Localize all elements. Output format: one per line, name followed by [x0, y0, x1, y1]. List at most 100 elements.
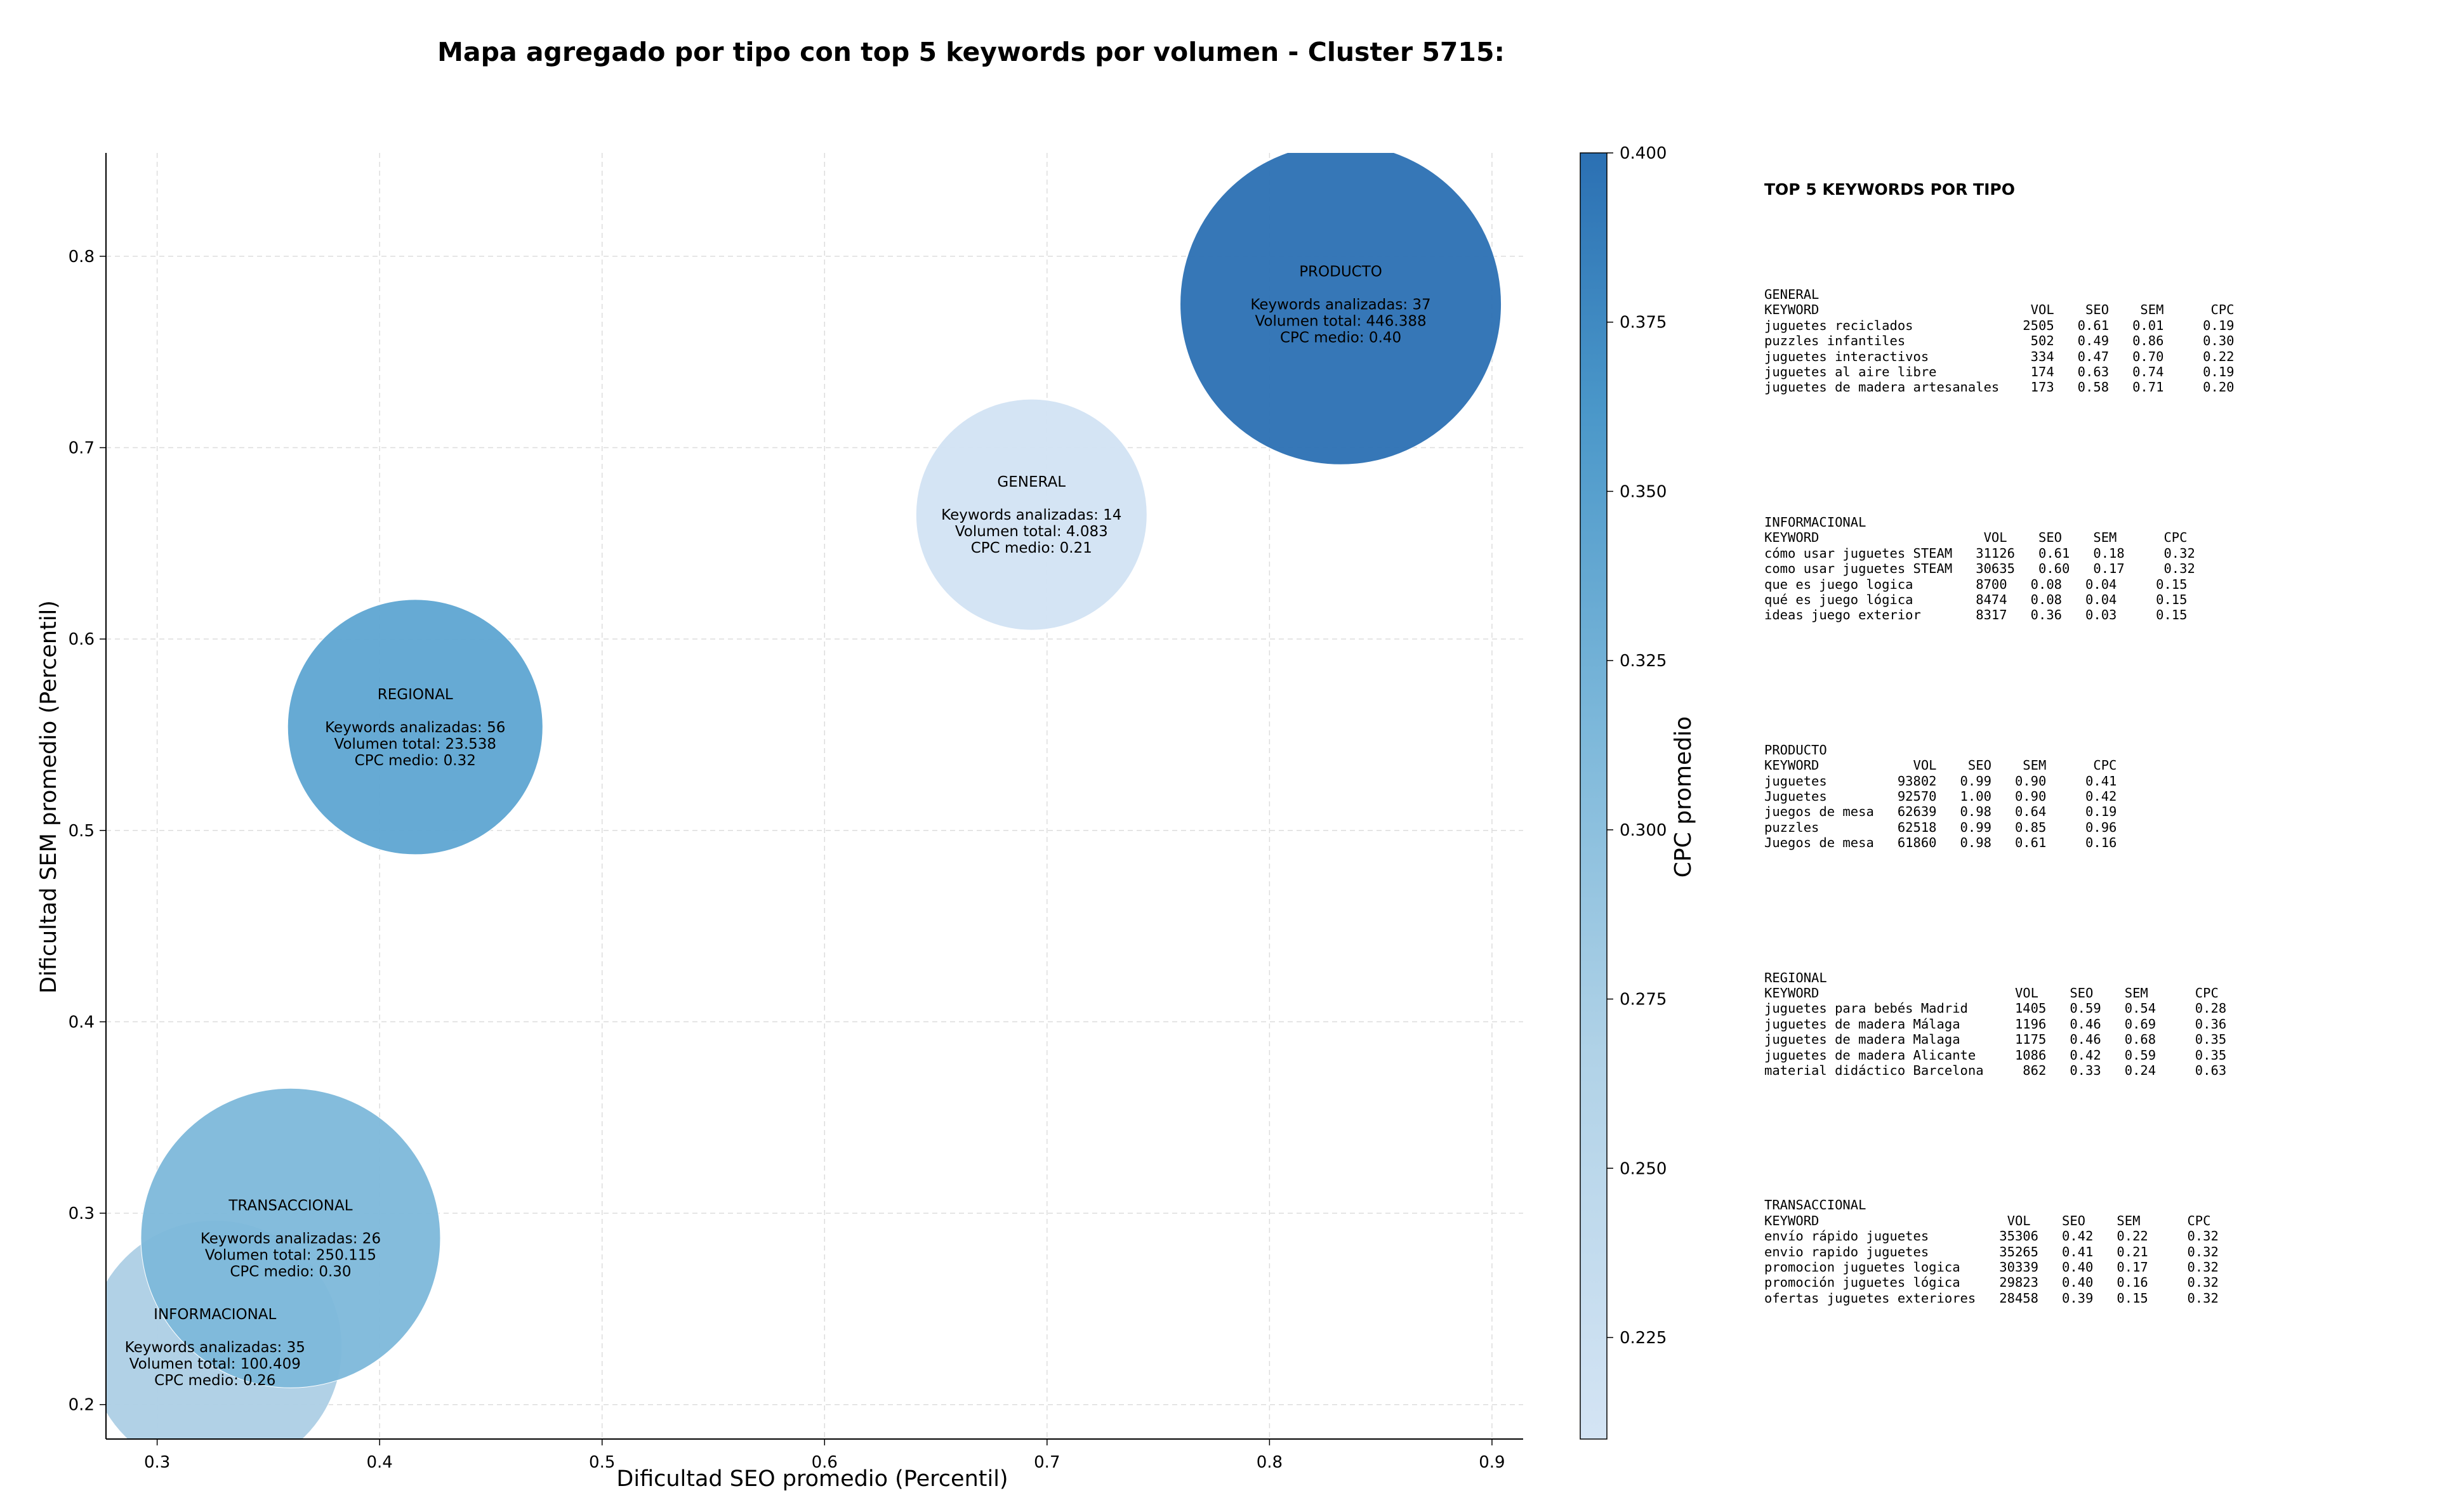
keyword-row: juguetes reciclados 2505 0.61 0.01 0.19: [1764, 317, 2235, 333]
colorbar-tick-label: 0.300: [1620, 821, 1667, 840]
y-tick-label: 0.7: [69, 439, 95, 458]
keyword-row: Juguetes 92570 1.00 0.90 0.42: [1764, 788, 2117, 804]
keyword-block-heading: TRANSACCIONAL: [1764, 1197, 1866, 1213]
x-tick-label: 0.5: [589, 1453, 615, 1472]
bubble-producto: [1180, 153, 1502, 465]
bubble-label: INFORMACIONAL: [154, 1306, 276, 1323]
keyword-block: PRODUCTO KEYWORD VOL SEO SEM CPC juguetes …: [1764, 742, 2424, 851]
colorbar-tick-label: 0.325: [1620, 652, 1667, 671]
bubble-regional: [287, 599, 543, 855]
colorbar-tick-label: 0.350: [1620, 482, 1667, 501]
y-tick-label: 0.5: [69, 822, 95, 841]
x-tick-label: 0.6: [812, 1453, 838, 1472]
x-tick-label: 0.9: [1479, 1453, 1505, 1472]
keyword-row: juegos de mesa 62639 0.98 0.64 0.19: [1764, 804, 2117, 820]
keyword-row: juguetes de madera Malaga 1175 0.46 0.68…: [1764, 1032, 2227, 1048]
colorbar-tick-label: 0.225: [1620, 1329, 1667, 1348]
x-axis-label: Dificultad SEO promedio (Percentil): [616, 1466, 1008, 1492]
colorbar: 0.225 0.250 0.275 0.300 0.325 0.350 0.375 0.400…: [1580, 144, 1696, 1440]
keyword-row: promoción juguetes lógica 29823 0.40 0.1…: [1764, 1275, 2219, 1291]
colorbar-tick-label: 0.400: [1620, 144, 1667, 163]
colorbar-ticks: 0.225 0.250 0.275 0.300 0.325 0.350 0.375 0.400: [1607, 144, 1667, 1348]
colorbar-label: CPC promedio: [1670, 716, 1696, 878]
y-tick-label: 0.3: [69, 1204, 95, 1223]
keyword-panel: TOP 5 KEYWORDS POR TIPO GENERAL KEYWORD V…: [1764, 151, 2424, 1441]
keyword-row: como usar juguetes STEAM 30635 0.60 0.17…: [1764, 561, 2195, 577]
keyword-table-header: KEYWORD VOL SEO SEM CPC: [1764, 530, 2188, 546]
y-tick-label: 0.2: [69, 1396, 95, 1415]
bubble-label: Keywords analizadas: 37: [1250, 296, 1430, 313]
keyword-panel-title: TOP 5 KEYWORDS POR TIPO: [1764, 180, 2015, 199]
keyword-block: TRANSACCIONAL KEYWORD VOL SEO SEM CPC enví…: [1764, 1197, 2424, 1306]
bubble-label: Volumen total: 23.538: [334, 736, 496, 753]
keyword-row: que es juego logica 8700 0.08 0.04 0.15: [1764, 576, 2188, 592]
keyword-block-heading: REGIONAL: [1764, 970, 1827, 985]
axes: 0.3 0.4 0.5 0.6 0.7 0.8 0.9 0.2 0.3 0.4 0.5 0.6 0.7 0…: [69, 153, 1523, 1472]
keyword-row: juguetes de madera Alicante 1086 0.42 0.…: [1764, 1047, 2227, 1063]
y-axis-label: Dificultad SEM promedio (Percentil): [36, 600, 62, 994]
bubble-label: CPC medio: 0.21: [971, 540, 1092, 556]
bubble-label: Volumen total: 100.409: [129, 1356, 301, 1372]
x-tick-label: 0.7: [1034, 1453, 1060, 1472]
bubble-layer: [106, 153, 1502, 1439]
chart-title: Mapa agregado por tipo con top 5 keyword…: [437, 37, 1505, 67]
keyword-row: envío rápido juguetes 35306 0.42 0.22 0.…: [1764, 1228, 2219, 1244]
bubble-label: CPC medio: 0.30: [230, 1263, 351, 1280]
keyword-row: juguetes al aire libre 174 0.63 0.74 0.1…: [1764, 364, 2235, 380]
bubble-label: GENERAL: [997, 474, 1066, 490]
bubble-label: Keywords analizadas: 14: [941, 507, 1121, 523]
keyword-row: cómo usar juguetes STEAM 31126 0.61 0.18…: [1764, 545, 2195, 561]
keyword-row: juguetes de madera Málaga 1196 0.46 0.69…: [1764, 1016, 2227, 1032]
keyword-row: ideas juego exterior 8317 0.36 0.03 0.15: [1764, 607, 2188, 623]
keyword-table-header: KEYWORD VOL SEO SEM CPC: [1764, 758, 2117, 773]
keyword-row: juguetes 93802 0.99 0.90 0.41: [1764, 773, 2117, 789]
keyword-block: GENERAL KEYWORD VOL SEO SEM CPC juguetes r…: [1764, 287, 2424, 395]
keyword-row: puzzles 62518 0.99 0.85 0.96: [1764, 819, 2117, 835]
keyword-row: qué es juego lógica 8474 0.08 0.04 0.15: [1764, 591, 2188, 607]
y-tick-label: 0.8: [69, 247, 95, 266]
keyword-row: material didáctico Barcelona 862 0.33 0.…: [1764, 1063, 2227, 1078]
y-tick-label: 0.4: [69, 1013, 95, 1032]
colorbar-tick-label: 0.250: [1620, 1159, 1667, 1178]
keyword-table-header: KEYWORD VOL SEO SEM CPC: [1764, 302, 2235, 318]
colorbar-tick-label: 0.375: [1620, 313, 1667, 332]
keyword-table-header: KEYWORD VOL SEO SEM CPC: [1764, 1213, 2211, 1228]
keyword-row: juguetes de madera artesanales 173 0.58 …: [1764, 379, 2235, 395]
keyword-block: INFORMACIONAL KEYWORD VOL SEO SEM CPC cómo…: [1764, 515, 2424, 623]
y-tick-label: 0.6: [69, 630, 95, 649]
bubble-label: Keywords analizadas: 26: [201, 1230, 381, 1247]
bubble-label: PRODUCTO: [1299, 263, 1382, 280]
bubble-label: Keywords analizadas: 35: [125, 1339, 305, 1356]
colorbar-tick-label: 0.275: [1620, 990, 1667, 1009]
keyword-row: promocion juguetes logica 30339 0.40 0.1…: [1764, 1259, 2219, 1275]
bubble-label: Volumen total: 446.388: [1255, 313, 1426, 329]
bubble-label: Volumen total: 4.083: [955, 523, 1108, 540]
keyword-row: ofertas juguetes exteriores 28458 0.39 0…: [1764, 1290, 2219, 1306]
keyword-row: Juegos de mesa 61860 0.98 0.61 0.16: [1764, 835, 2117, 851]
bubble-label: CPC medio: 0.26: [154, 1372, 275, 1389]
bubble-label: REGIONAL: [378, 687, 453, 703]
keyword-block-heading: GENERAL: [1764, 287, 1819, 303]
bubble-label: Volumen total: 250.115: [205, 1247, 376, 1263]
x-tick-label: 0.4: [366, 1453, 392, 1472]
keyword-row: envio rapido juguetes 35265 0.41 0.21 0.…: [1764, 1244, 2219, 1259]
keyword-block: REGIONAL KEYWORD VOL SEO SEM CPC juguetes …: [1764, 970, 2424, 1079]
colorbar-gradient: [1580, 152, 1608, 1440]
keyword-block-heading: INFORMACIONAL: [1764, 514, 1866, 530]
x-tick-label: 0.3: [144, 1453, 170, 1472]
bubble-transaccional: [140, 1088, 441, 1388]
bubble-label: TRANSACCIONAL: [228, 1197, 352, 1214]
keyword-row: puzzles infantiles 502 0.49 0.86 0.30: [1764, 333, 2235, 349]
bubble-label: CPC medio: 0.32: [355, 753, 476, 769]
bubble-label: Keywords analizadas: 56: [325, 720, 505, 736]
x-tick-label: 0.8: [1257, 1453, 1283, 1472]
bubble-label: CPC medio: 0.40: [1280, 329, 1401, 346]
keyword-table-header: KEYWORD VOL SEO SEM CPC: [1764, 985, 2219, 1001]
keyword-row: juguetes interactivos 334 0.47 0.70 0.22: [1764, 348, 2235, 364]
keyword-row: juguetes para bebés Madrid 1405 0.59 0.5…: [1764, 1001, 2227, 1016]
keyword-block-heading: PRODUCTO: [1764, 742, 1827, 758]
keyword-blocks: GENERAL KEYWORD VOL SEO SEM CPC juguetes r…: [1764, 287, 2424, 1306]
bubble-general: [915, 398, 1147, 631]
